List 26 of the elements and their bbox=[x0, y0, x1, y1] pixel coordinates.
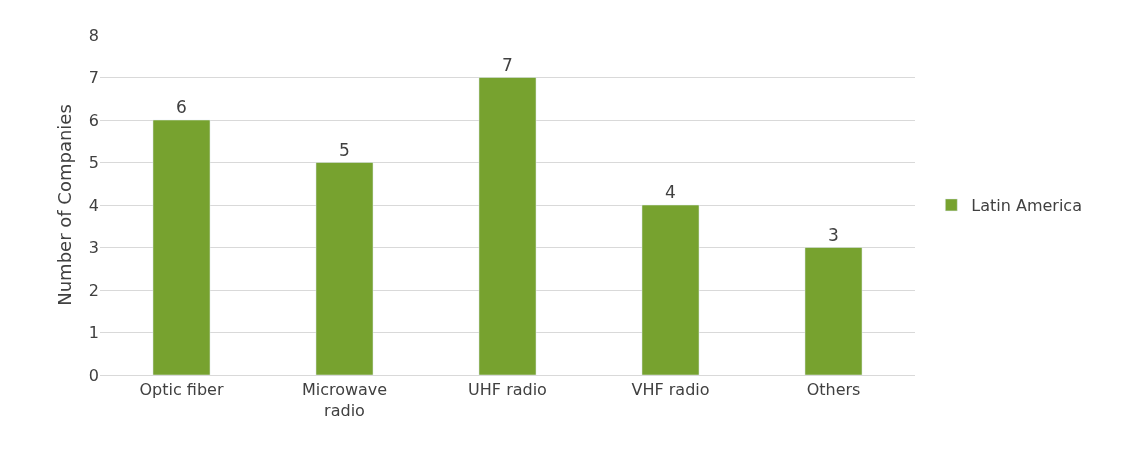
y-tick-label: 2 bbox=[88, 280, 99, 300]
x-tick-label: UHF radio bbox=[468, 380, 547, 400]
data-label: 3 bbox=[828, 224, 839, 245]
bar bbox=[804, 247, 863, 375]
y-tick-label: 6 bbox=[88, 110, 99, 130]
data-label: 5 bbox=[339, 139, 350, 160]
bar bbox=[315, 162, 374, 375]
y-tick-label: 3 bbox=[88, 238, 99, 258]
x-tick-label: Others bbox=[806, 380, 861, 400]
bar bbox=[641, 204, 700, 375]
x-tick-label: VHF radio bbox=[631, 380, 710, 400]
y-tick-label: 0 bbox=[88, 365, 99, 385]
y-tick-label: 1 bbox=[88, 323, 99, 343]
y-tick-label: 4 bbox=[88, 195, 99, 215]
legend-label: Latin America bbox=[971, 196, 1082, 216]
data-label: 7 bbox=[502, 54, 513, 75]
y-axis-title: Number of Companies bbox=[54, 104, 76, 306]
x-tick-label: Optic fiber bbox=[139, 380, 224, 400]
y-tick-label: 5 bbox=[88, 153, 99, 173]
y-tick-label: 7 bbox=[88, 68, 99, 88]
x-tick-label: Microwave radio bbox=[301, 380, 388, 420]
bar bbox=[478, 77, 537, 375]
data-label: 6 bbox=[176, 97, 187, 117]
bar bbox=[152, 119, 211, 375]
y-tick-label: 8 bbox=[88, 25, 99, 45]
data-label: 4 bbox=[665, 182, 676, 202]
